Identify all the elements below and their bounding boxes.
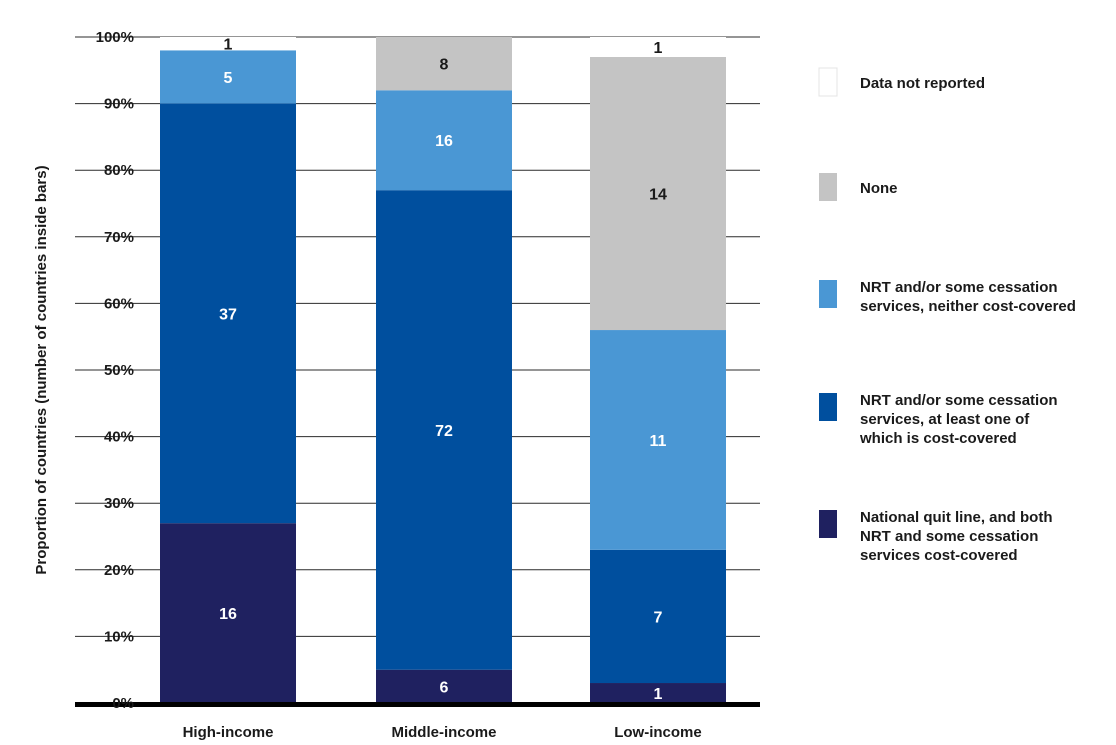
y-tick-label: 0% bbox=[112, 695, 134, 712]
legend-swatch bbox=[819, 173, 837, 201]
bar-data-label: 1 bbox=[224, 37, 233, 54]
y-tick-label: 70% bbox=[104, 229, 134, 246]
y-tick-label: 10% bbox=[104, 628, 134, 645]
bar-segment bbox=[160, 37, 296, 51]
legend-swatch bbox=[818, 67, 838, 97]
bar-data-label: 1 bbox=[654, 686, 663, 703]
bar-segment bbox=[590, 330, 726, 550]
bar-segment bbox=[590, 683, 726, 703]
bar-segment bbox=[376, 190, 512, 670]
x-axis-line bbox=[75, 702, 760, 707]
legend-label: None bbox=[860, 180, 898, 197]
x-category-labels: High-income Middle-income Low-income bbox=[183, 724, 702, 741]
legend: Data not reported None NRT and/or some ces… bbox=[818, 67, 1076, 564]
bar-segment bbox=[590, 37, 726, 57]
bar-segment bbox=[160, 103, 296, 524]
bar-segment bbox=[160, 523, 296, 703]
legend-label: NRT and/or some cessation services, neith… bbox=[860, 279, 1076, 315]
bar-data-label: 1 bbox=[654, 40, 663, 57]
x-axis bbox=[75, 702, 760, 707]
bar-data-label: 72 bbox=[435, 423, 453, 440]
y-tick-label: 80% bbox=[104, 162, 134, 179]
bar-data-label: 37 bbox=[219, 306, 237, 323]
y-tick-label: 30% bbox=[104, 495, 134, 512]
bar-segment bbox=[376, 90, 512, 191]
bar-data-label: 6 bbox=[440, 679, 449, 696]
x-category-label: Low-income bbox=[614, 724, 702, 741]
y-tick-label: 60% bbox=[104, 295, 134, 312]
legend-swatch bbox=[819, 280, 837, 308]
bar-segment bbox=[590, 56, 726, 331]
bar-data-label: 7 bbox=[654, 609, 663, 626]
bar-data-label: 8 bbox=[440, 57, 449, 74]
y-tick-label: 20% bbox=[104, 562, 134, 579]
bar-segment bbox=[160, 50, 296, 104]
legend-swatch bbox=[819, 510, 837, 538]
bar-data-label: 16 bbox=[435, 133, 453, 150]
legend-label: National quit line, and both NRT and some… bbox=[860, 509, 1053, 564]
legend-swatch bbox=[819, 393, 837, 421]
x-category-label: Middle-income bbox=[391, 724, 496, 741]
bar-segment bbox=[590, 549, 726, 684]
y-tick-label: 90% bbox=[104, 96, 134, 113]
y-tick-label: 50% bbox=[104, 362, 134, 379]
legend-label: NRT and/or some cessation services, at le… bbox=[859, 392, 1058, 447]
legend-label: Data not reported bbox=[860, 75, 985, 92]
bar-data-label: 11 bbox=[650, 433, 667, 450]
bar-data-label: 16 bbox=[219, 606, 237, 623]
bar-segment bbox=[376, 669, 512, 703]
y-tick-label: 100% bbox=[96, 29, 134, 46]
bar-segment bbox=[376, 37, 512, 91]
x-category-label: High-income bbox=[183, 724, 274, 741]
bar-data-label: 14 bbox=[649, 187, 667, 204]
bar-data-label: 5 bbox=[224, 70, 233, 87]
y-axis-label: Proportion of countries (number of count… bbox=[33, 165, 50, 574]
y-tick-label: 40% bbox=[104, 429, 134, 446]
y-tick-labels: 0% 10% 20% 30% 40% 50% 60% 70% 80% 90% 100% bbox=[96, 29, 134, 712]
